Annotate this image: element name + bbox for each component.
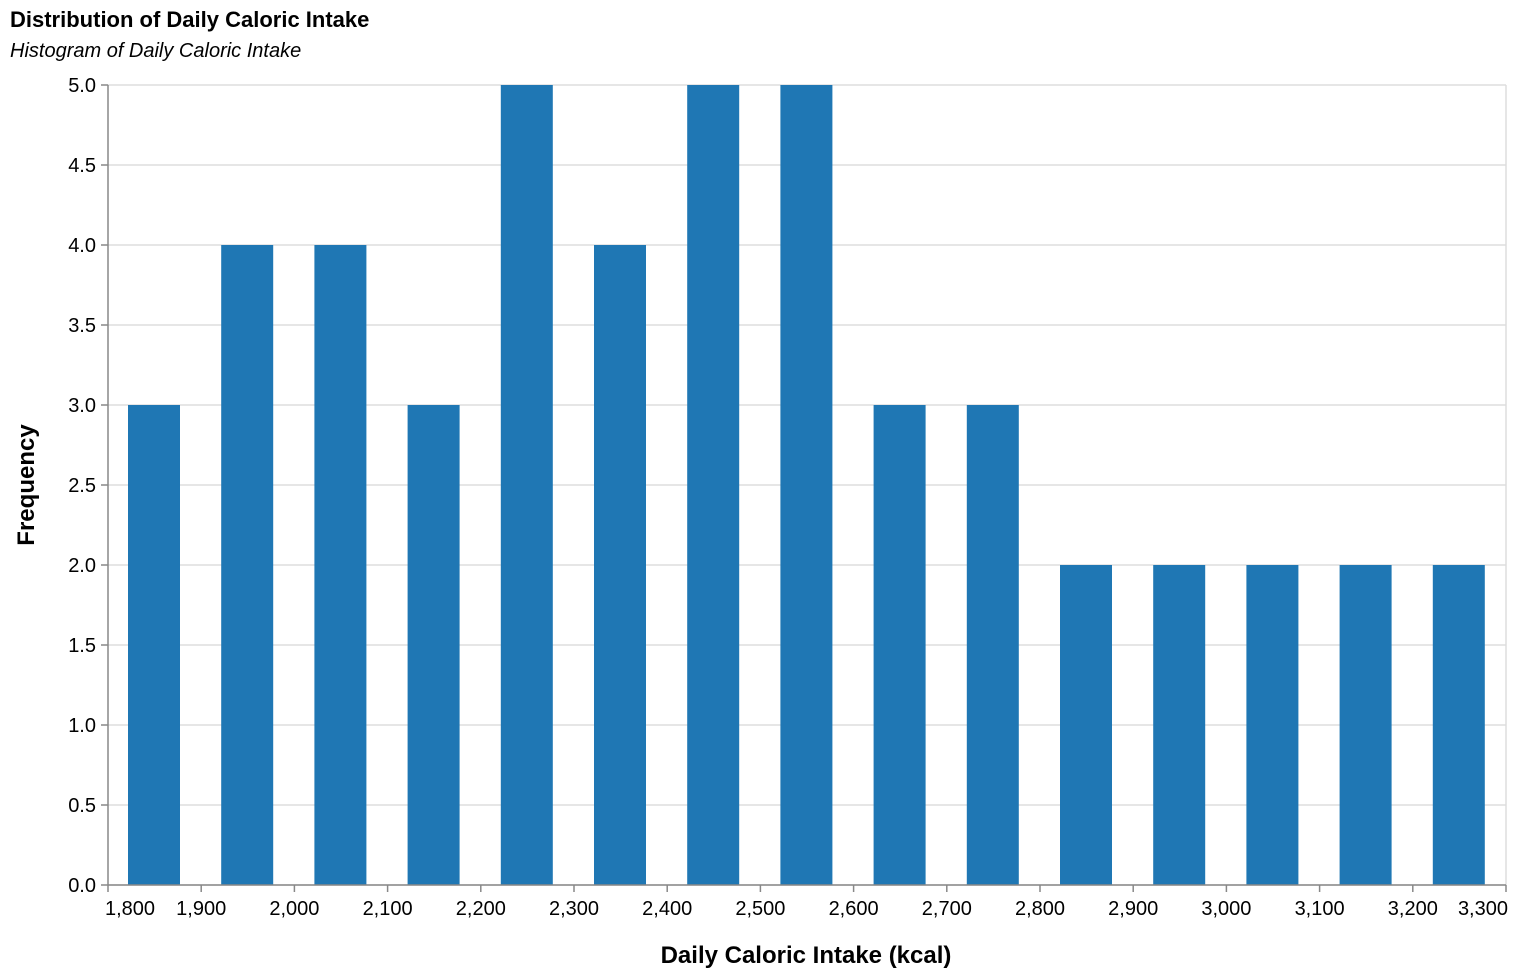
y-tick-label: 3.0: [68, 395, 96, 417]
histogram-bar: [594, 245, 646, 885]
y-tick-label: 1.5: [68, 635, 96, 657]
x-axis: 1,800 1,900 2,000 2,100 2,200 2,300 2,400 2,500…: [105, 884, 1508, 920]
x-tick-label: 3,300: [1458, 898, 1508, 920]
x-tick-label: 1,900: [176, 898, 226, 920]
chart-title: Distribution of Daily Caloric Intake: [10, 7, 370, 32]
histogram-bar: [1339, 565, 1392, 885]
x-tick-label: 3,000: [1201, 898, 1251, 920]
y-tick-label: 3.5: [68, 315, 96, 337]
y-tick-label: 4.5: [68, 155, 96, 177]
x-tick-label: 2,000: [269, 898, 319, 920]
histogram-bar: [966, 405, 1019, 885]
x-tick-label: 2,200: [456, 898, 506, 920]
y-tick-label: 2.5: [68, 475, 96, 497]
histogram-bar: [1060, 565, 1112, 885]
x-tick-label: 2,900: [1108, 898, 1158, 920]
y-tick-label: 1.0: [68, 715, 96, 737]
x-tick-label: 2,600: [829, 898, 879, 920]
y-tick-label: 0.0: [68, 875, 96, 897]
x-tick-label: 3,100: [1295, 898, 1345, 920]
x-tick-label: 2,100: [363, 898, 413, 920]
x-tick-label: 2,300: [549, 898, 599, 920]
x-tick-label: 2,800: [1015, 898, 1065, 920]
y-axis-title: Frequency: [13, 424, 40, 546]
y-tick-label: 4.0: [68, 235, 96, 257]
x-tick-label: 3,200: [1388, 898, 1438, 920]
y-tick-label: 5.0: [68, 75, 96, 97]
y-axis: 0.0 0.5 1.0 1.5 2.0 2.5 3.0 3.5 4.0 4.5 5.0: [68, 75, 109, 897]
histogram-bar: [1246, 565, 1299, 885]
histogram-bar: [314, 245, 367, 885]
histogram-bar: [1432, 565, 1485, 885]
x-tick-label: 2,500: [735, 898, 785, 920]
histogram-bar: [780, 85, 833, 885]
x-tick-label: 2,700: [922, 898, 972, 920]
histogram-bar: [128, 405, 180, 885]
x-tick-label: 1,800: [105, 898, 155, 920]
bars-group: [128, 85, 1485, 885]
histogram-bar: [221, 245, 274, 885]
histogram-bar: [1153, 565, 1206, 885]
y-tick-label: 0.5: [68, 795, 96, 817]
chart-subtitle: Histogram of Daily Caloric Intake: [10, 40, 302, 62]
histogram-bar: [407, 405, 460, 885]
histogram-bar: [873, 405, 926, 885]
x-axis-title: Daily Caloric Intake (kcal): [661, 942, 952, 969]
x-tick-label: 2,400: [642, 898, 692, 920]
histogram-bar: [500, 85, 553, 885]
histogram-bar: [687, 85, 740, 885]
y-tick-label: 2.0: [68, 555, 96, 577]
